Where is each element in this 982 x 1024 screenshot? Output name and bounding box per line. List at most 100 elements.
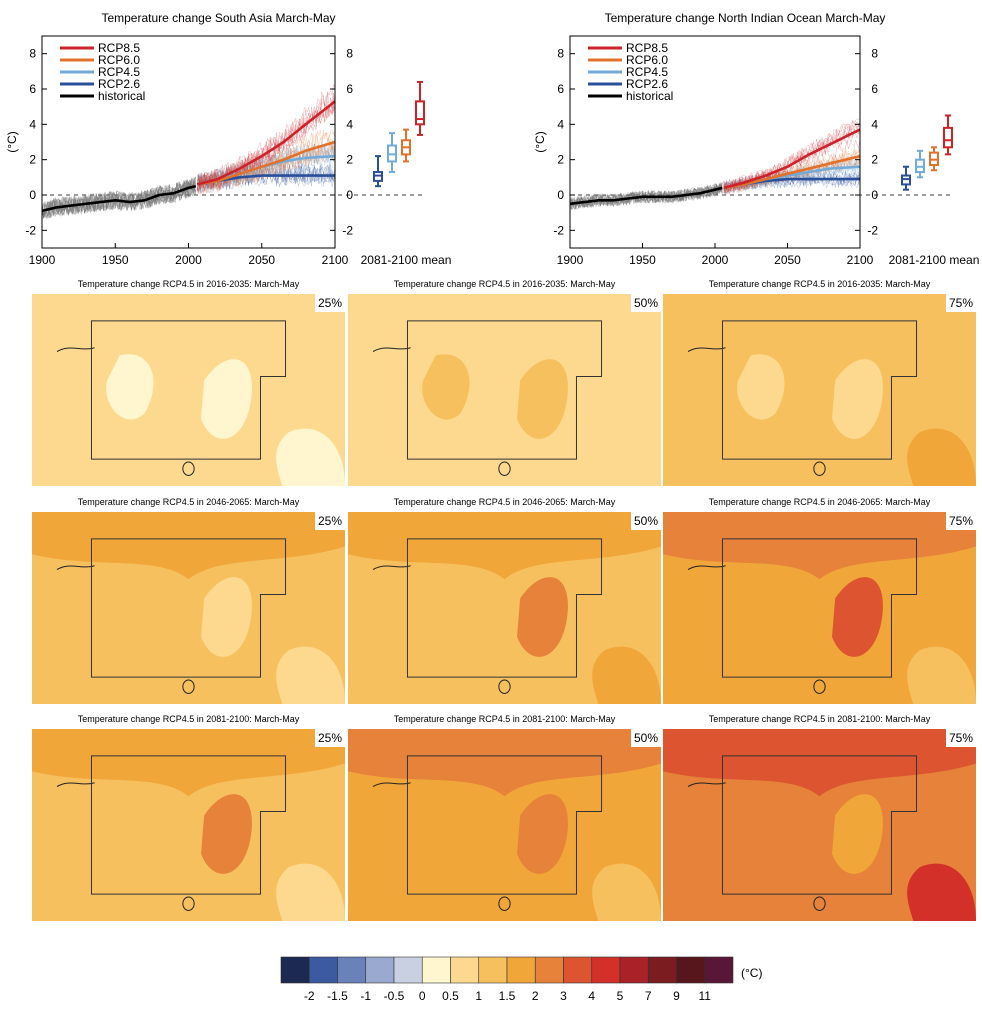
colorbar-tick-label: 1.5 (499, 989, 516, 1003)
percentile-label: 50% (630, 729, 661, 747)
legend-label: RCP6.0 (626, 53, 668, 67)
region-box (91, 321, 285, 459)
region-box (407, 756, 601, 894)
colorbar-tick-label: 3 (560, 989, 567, 1003)
ensemble-members (41, 83, 336, 220)
y-tick-label: 0 (557, 188, 564, 202)
region-box (407, 321, 601, 459)
legend-label: historical (98, 89, 145, 103)
y-tick-label: 4 (557, 117, 564, 131)
colorbar-swatch (337, 956, 367, 984)
map-canvas (32, 294, 345, 486)
island-sri-lanka (183, 897, 194, 910)
region-box (722, 756, 916, 894)
y-tick-label-right: 2 (346, 153, 353, 167)
map-title: Temperature change RCP4.5 in 2081-2100: … (77, 714, 300, 724)
x-tick-label: 2050 (774, 253, 801, 267)
legend-label: historical (626, 89, 673, 103)
historical-member-line (41, 180, 197, 218)
map-canvas (663, 294, 976, 486)
map-panel: Temperature change RCP4.5 in 2016-2035: … (348, 294, 661, 486)
y-tick-label: 6 (29, 82, 36, 96)
region-box (91, 539, 285, 677)
series-line-historical (41, 184, 197, 213)
colorbar-tick-label: -2 (304, 989, 315, 1003)
x-tick-label: 1950 (629, 253, 656, 267)
plot-frame (569, 35, 861, 249)
map-shaded-region (663, 729, 976, 797)
colorbar-swatch (280, 956, 310, 984)
y-tick-label-right: -2 (342, 223, 353, 237)
colorbar-swatch (563, 956, 593, 984)
y-tick-label: 2 (29, 153, 36, 167)
chart-title: Temperature change North Indian Ocean Ma… (605, 11, 886, 25)
colorbar-tick-label: 4 (588, 989, 595, 1003)
region-box (91, 756, 285, 894)
projection-member-line (197, 140, 336, 190)
percentile-label: 25% (314, 512, 345, 530)
map-shaded-region (517, 359, 568, 439)
boxplot-rcp85 (943, 114, 953, 156)
map-canvas (32, 729, 345, 921)
legend-label: RCP4.5 (98, 65, 140, 79)
projection-member-line (723, 156, 861, 195)
map-shaded-region (106, 354, 154, 420)
map-shaded-region (907, 863, 976, 921)
map-shaded-region (832, 359, 883, 439)
y-tick-label: -2 (25, 223, 36, 237)
boxplot-axis-label: 2081-2100 mean (361, 253, 452, 267)
colorbar-swatch (704, 956, 734, 984)
map-shaded-region (663, 512, 976, 580)
island-sri-lanka (183, 462, 194, 475)
region-box (722, 321, 916, 459)
projection-member-line (723, 169, 861, 189)
map-shaded-region (276, 646, 345, 704)
legend-label: RCP2.6 (626, 77, 668, 91)
projection-member-line (197, 95, 336, 192)
x-tick-label: 1900 (557, 253, 584, 267)
map-title: Temperature change RCP4.5 in 2046-2065: … (708, 497, 931, 507)
projection-member-line (197, 98, 336, 192)
colorbar-tick-label: 7 (645, 989, 652, 1003)
map-shaded-region (201, 359, 252, 439)
boxplot-box (415, 100, 425, 126)
y-axis-label: (°C) (5, 131, 19, 152)
map-panel: Temperature change RCP4.5 in 2016-2035: … (32, 294, 345, 486)
map-title: Temperature change RCP4.5 in 2016-2035: … (77, 279, 300, 289)
map-canvas (348, 294, 661, 486)
percentile-label: 25% (314, 729, 345, 747)
line-chart-1: Temperature change South Asia March-May (… (5, 11, 451, 267)
map-panel: Temperature change RCP4.5 in 2081-2100: … (663, 729, 976, 921)
y-tick-label: -2 (553, 223, 564, 237)
projection-member-line (197, 129, 336, 189)
y-tick-label-right: 6 (346, 82, 353, 96)
boxplot-rcp45 (915, 149, 925, 179)
colorbar-swatch (478, 956, 508, 984)
legend-label: RCP2.6 (98, 77, 140, 91)
colorbar-tick-label: 9 (673, 989, 680, 1003)
colorbar-swatch (506, 956, 536, 984)
map-title: Temperature change RCP4.5 in 2081-2100: … (708, 714, 931, 724)
map-shaded-region (832, 794, 883, 874)
x-tick-label: 2100 (847, 253, 874, 267)
island-sri-lanka (814, 462, 825, 475)
colorbar-unit-label: (°C) (741, 966, 762, 980)
x-tick-label: 2050 (248, 253, 275, 267)
chart-title: Temperature change South Asia March-May (101, 11, 335, 25)
map-canvas (32, 512, 345, 704)
y-tick-label-right: -2 (867, 223, 878, 237)
boxplot-rcp45 (387, 132, 397, 174)
colorbar-tick-label: -1 (360, 989, 371, 1003)
map-panel: Temperature change RCP4.5 in 2046-2065: … (32, 512, 345, 704)
map-shaded-region (592, 863, 661, 921)
percentile-label: 25% (314, 294, 345, 312)
map-shaded-region (422, 354, 470, 420)
series-line-rcp60 (723, 154, 861, 190)
boxplot-rcp60 (401, 128, 411, 163)
colorbar-tick-label: 11 (699, 989, 712, 1003)
series-line-rcp60 (197, 140, 336, 186)
colorbar-swatch (421, 956, 451, 984)
map-shaded-region (737, 354, 785, 420)
map-shaded-region (276, 428, 345, 486)
map-shaded-region (517, 794, 568, 874)
